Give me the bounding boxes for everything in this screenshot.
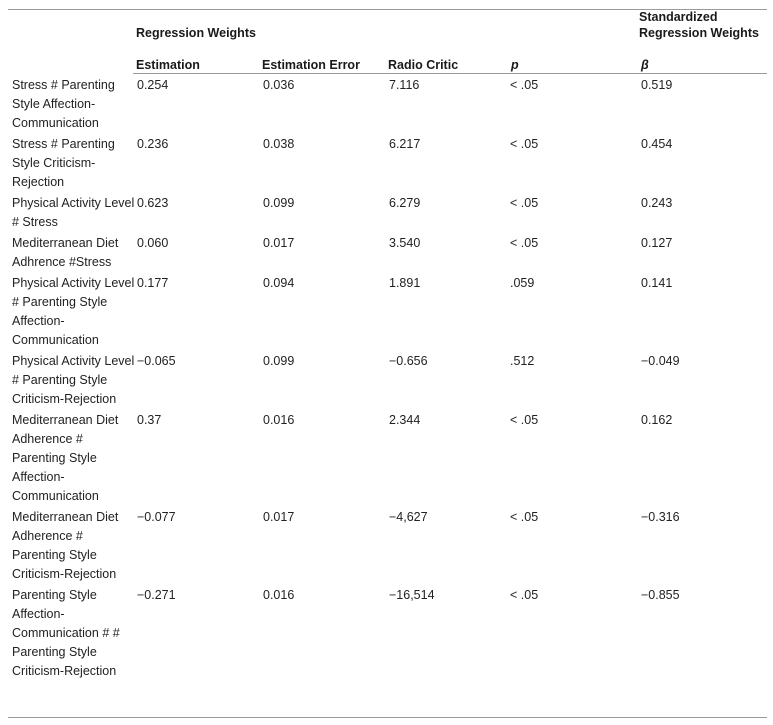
bottom-rule [8, 717, 767, 718]
table-row: Mediterranean Diet Adherence # Parenting… [12, 506, 767, 584]
p-value-header: p [511, 58, 519, 72]
radio-critic-cell: −4,627 [389, 510, 428, 524]
radio-critic-header: Radio Critic [388, 58, 459, 72]
radio-critic-cell: 3.540 [389, 236, 421, 250]
top-rule [8, 9, 767, 10]
estimation-cell: 0.37 [137, 413, 162, 427]
beta-cell: 0.162 [641, 413, 673, 427]
radio-critic-cell: 6.279 [389, 196, 421, 210]
table-row: Stress # Parenting Style Criticism-Rejec… [12, 133, 767, 192]
estimation-error-cell: 0.017 [263, 236, 295, 250]
table-row: Physical Activity Level # Stress 0.623 0.0… [12, 192, 767, 232]
beta-cell: −0.316 [641, 510, 680, 524]
beta-header: β [641, 58, 649, 72]
row-label: Stress # Parenting Style Affection-Commu… [12, 78, 115, 130]
estimation-error-cell: 0.016 [263, 588, 295, 602]
estimation-cell: −0.271 [137, 588, 176, 602]
radio-critic-cell: 7.116 [389, 78, 420, 92]
p-value-cell: < .05 [510, 78, 539, 92]
beta-cell: 0.141 [641, 276, 673, 290]
estimation-error-header: Estimation Error [262, 58, 360, 72]
estimation-cell: 0.236 [137, 137, 169, 151]
beta-cell: −0.049 [641, 354, 680, 368]
p-value-cell: .059 [510, 276, 535, 290]
p-value-cell: < .05 [510, 236, 539, 250]
radio-critic-cell: 2.344 [389, 413, 421, 427]
p-value-cell: .512 [510, 354, 535, 368]
radio-critic-cell: 1.891 [389, 276, 421, 290]
estimation-error-cell: 0.038 [263, 137, 295, 151]
header-rule [133, 73, 767, 74]
beta-cell: 0.454 [641, 137, 673, 151]
estimation-error-cell: 0.017 [263, 510, 295, 524]
p-value-cell: < .05 [510, 137, 539, 151]
radio-critic-cell: −0.656 [389, 354, 428, 368]
estimation-cell: −0.065 [137, 354, 176, 368]
row-label: Stress # Parenting Style Criticism-Rejec… [12, 137, 115, 189]
row-label: Mediterranean Diet Adhrence #Stress [12, 236, 119, 269]
table-row: Stress # Parenting Style Affection-Commu… [12, 74, 767, 133]
estimation-cell: 0.060 [137, 236, 169, 250]
estimation-error-cell: 0.099 [263, 196, 295, 210]
estimation-error-cell: 0.036 [263, 78, 295, 92]
regression-weights-header: Regression Weights [136, 26, 256, 40]
p-value-cell: < .05 [510, 588, 539, 602]
estimation-error-cell: 0.099 [263, 354, 295, 368]
p-value-cell: < .05 [510, 196, 539, 210]
table-row: Mediterranean Diet Adhrence #Stress 0.060… [12, 232, 767, 272]
row-label: Mediterranean Diet Adherence # Parenting… [12, 510, 119, 581]
beta-cell: 0.243 [641, 196, 673, 210]
row-label: Mediterranean Diet Adherence # Parenting… [12, 413, 119, 503]
table-row: Physical Activity Level # Parenting Styl… [12, 272, 767, 350]
p-value-cell: < .05 [510, 413, 539, 427]
beta-cell: −0.855 [641, 588, 680, 602]
beta-cell: 0.519 [641, 78, 673, 92]
estimation-cell: 0.623 [137, 196, 169, 210]
radio-critic-cell: 6.217 [389, 137, 421, 151]
estimation-cell: 0.177 [137, 276, 169, 290]
estimation-cell: −0.077 [137, 510, 176, 524]
row-label: Parenting Style Affection-Communication … [12, 588, 120, 678]
regression-table-body: Stress # Parenting Style Affection-Commu… [12, 74, 767, 681]
standardized-regression-weights-header: Standardized Regression Weights [639, 10, 759, 40]
table-row: Parenting Style Affection-Communication … [12, 584, 767, 681]
row-label: Physical Activity Level # Parenting Styl… [12, 276, 135, 347]
p-value-cell: < .05 [510, 510, 539, 524]
estimation-cell: 0.254 [137, 78, 169, 92]
beta-cell: 0.127 [641, 236, 673, 250]
table-row: Physical Activity Level # Parenting Styl… [12, 350, 767, 409]
estimation-error-cell: 0.094 [263, 276, 295, 290]
row-label: Physical Activity Level # Stress [12, 196, 135, 229]
radio-critic-cell: −16,514 [389, 588, 435, 602]
row-label: Physical Activity Level # Parenting Styl… [12, 354, 135, 406]
estimation-header: Estimation [136, 58, 200, 72]
table-row: Mediterranean Diet Adherence # Parenting… [12, 409, 767, 506]
estimation-error-cell: 0.016 [263, 413, 295, 427]
